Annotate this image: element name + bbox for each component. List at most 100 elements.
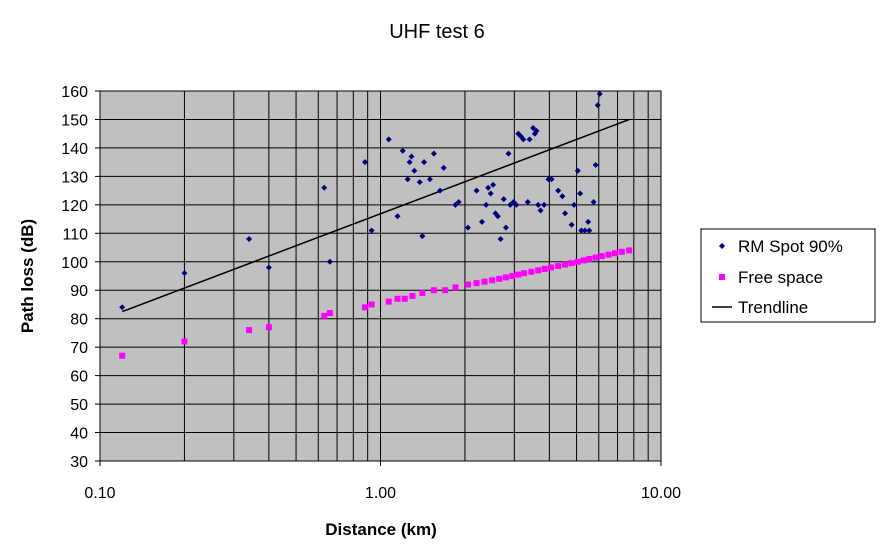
rm-spot-point: [500, 196, 507, 203]
rm-spot-point: [535, 201, 542, 208]
rm-spot-point: [399, 147, 406, 154]
y-tick-label: 110: [62, 226, 88, 243]
free-space-point: [618, 248, 625, 255]
free-space-point: [361, 304, 368, 311]
rm-spot-point: [416, 179, 423, 186]
y-tick-label: 100: [61, 255, 88, 272]
rm-spot-point: [568, 221, 575, 228]
rm-spot-point: [368, 227, 375, 234]
rm-spot-point: [594, 102, 601, 109]
free-space-point: [555, 263, 562, 270]
data-marks: [119, 90, 633, 359]
free-space-point: [509, 273, 516, 279]
rm-spot-point: [483, 201, 490, 208]
y-tick-label: 140: [61, 141, 88, 158]
y-tick-label: 40: [70, 426, 88, 443]
rm-spot-point: [440, 164, 447, 171]
rm-spot-point: [464, 224, 471, 231]
y-tick-label: 80: [70, 312, 88, 329]
free-space-point: [489, 277, 496, 284]
rm-spot-point: [581, 227, 588, 234]
rm-spot-point: [545, 176, 552, 183]
rm-spot-point: [497, 236, 504, 242]
rm-spot-point: [490, 181, 497, 188]
free-space-point: [181, 338, 188, 345]
free-space-point: [515, 271, 522, 278]
free-space-point: [464, 281, 471, 288]
free-space-point: [246, 327, 253, 334]
free-space-point: [473, 280, 480, 287]
rm-spot-point: [548, 176, 555, 183]
rm-spot-point: [473, 187, 480, 194]
y-tick-label: 30: [70, 454, 88, 471]
x-tick-label: 10.00: [641, 485, 681, 502]
rm-spot-point: [586, 227, 593, 234]
rm-spot-point: [530, 125, 537, 131]
rm-spot-point: [246, 236, 253, 242]
rm-spot-point: [574, 167, 581, 174]
free-space-point: [502, 274, 509, 281]
x-tick-label: 1.00: [365, 485, 396, 502]
free-space-point: [326, 310, 333, 316]
free-space-point: [419, 290, 426, 297]
rm-spot-point: [404, 176, 411, 183]
rm-spot-point: [478, 218, 485, 225]
free-space-point: [265, 324, 272, 331]
rm-spot-point: [596, 90, 603, 97]
free-space-point: [586, 255, 593, 262]
legend-label: RM Spot 90%: [738, 237, 843, 256]
free-space-point: [568, 260, 575, 267]
rm-spot-point: [430, 150, 437, 157]
x-axis-ticks: 0.10 1.00 10.00: [84, 461, 681, 502]
free-space-point: [580, 257, 587, 264]
rm-spot-point: [408, 153, 415, 160]
legend-label: Trendline: [738, 298, 808, 317]
y-tick-label: 150: [61, 112, 88, 129]
rm-spot-point: [590, 199, 597, 205]
free-space-point: [401, 295, 408, 302]
free-space-point: [598, 253, 605, 260]
trendline: [121, 118, 630, 313]
free-space-point: [385, 298, 392, 305]
rm-spot-point: [321, 184, 328, 191]
free-space-point: [611, 250, 618, 257]
free-space-point: [562, 261, 569, 268]
free-space-point: [481, 278, 488, 285]
free-space-point: [626, 247, 633, 254]
rm-spot-point: [526, 136, 533, 143]
rm-spot-point: [485, 184, 492, 191]
rm-spot-point: [585, 218, 592, 225]
rm-spot-point: [578, 227, 585, 234]
chart-title: UHF test 6: [389, 21, 485, 43]
rm-spot-point: [411, 167, 418, 174]
rm-spot-point: [265, 264, 272, 271]
rm-spot-point: [406, 159, 413, 166]
free-space-point: [430, 287, 437, 294]
trendline-layer: [121, 118, 630, 313]
rm-spot-point: [419, 233, 426, 240]
rm-spot-point: [555, 187, 562, 194]
rm-spot-point: [385, 136, 392, 143]
free-space-point: [442, 287, 449, 294]
free-space-point: [592, 254, 599, 261]
legend-diamond-swatch: [719, 243, 725, 249]
legend-square-swatch: [719, 274, 725, 280]
y-tick-label: 60: [70, 369, 88, 386]
rm-spot-point: [494, 213, 501, 220]
rm-spot-point: [326, 258, 333, 265]
free-space-point: [535, 267, 542, 274]
rm-spot-point: [502, 224, 509, 231]
y-axis-label: Path loss (dB): [18, 219, 37, 333]
rm-spot-point: [533, 127, 540, 134]
rm-spot-point: [455, 199, 462, 205]
y-tick-label: 130: [61, 169, 88, 186]
x-axis-label: Distance (km): [325, 520, 436, 539]
free-space-point: [496, 275, 503, 282]
free-space-point: [321, 312, 328, 319]
rm-spot-point: [541, 201, 548, 208]
free-space-point: [528, 268, 535, 275]
free-space-point: [119, 352, 126, 359]
rm-spot-point: [394, 213, 401, 220]
rm-spot-point: [119, 304, 126, 311]
